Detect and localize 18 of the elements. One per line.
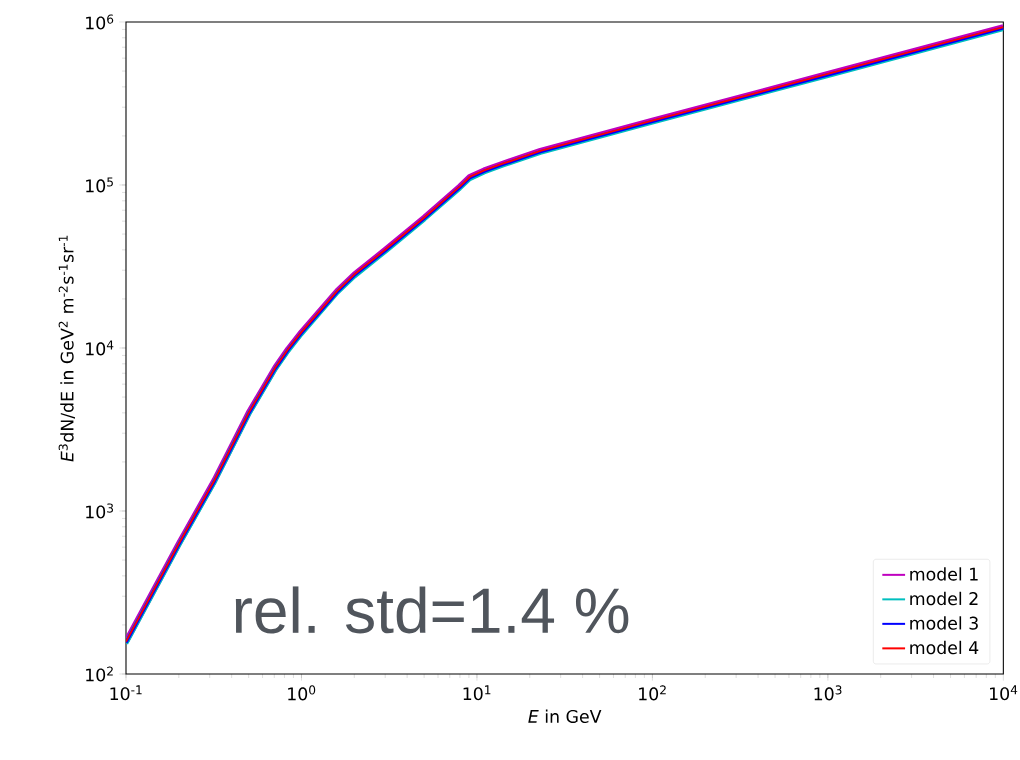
legend-label: model 4 <box>910 640 979 655</box>
y-tick-label: 10$^{6}$ <box>86 14 114 30</box>
x-axis-title: E in GeV <box>528 709 602 724</box>
legend-label: model 1 <box>910 567 978 581</box>
x-tick-label: 10$^{3}$ <box>814 685 842 701</box>
legend-label: model 2 <box>910 591 978 606</box>
x-tick-label: 10$^{0}$ <box>288 685 316 701</box>
text: E$^{3}$dN/dE in GeV$^{2}$ m$^{-2}$s$^{-1}$sr$^{-1}$ <box>58 235 76 462</box>
x-tick-label: 10$^{-1}$ <box>110 685 142 701</box>
legend-label: model 3 <box>910 616 978 630</box>
x-tick-label: 10$^{4}$ <box>990 685 1018 701</box>
y-tick-label: 10$^{5}$ <box>86 177 113 193</box>
y-tick-label: 10$^{3}$ <box>86 503 114 519</box>
x-tick-label: 10$^{1}$ <box>463 685 491 701</box>
annotation: rel. std=1.4 % <box>235 586 629 634</box>
x-tick-label: 10$^{2}$ <box>639 685 666 701</box>
y-tick-label: 10$^{2}$ <box>86 666 113 682</box>
y-tick-label: 10$^{4}$ <box>86 340 114 356</box>
